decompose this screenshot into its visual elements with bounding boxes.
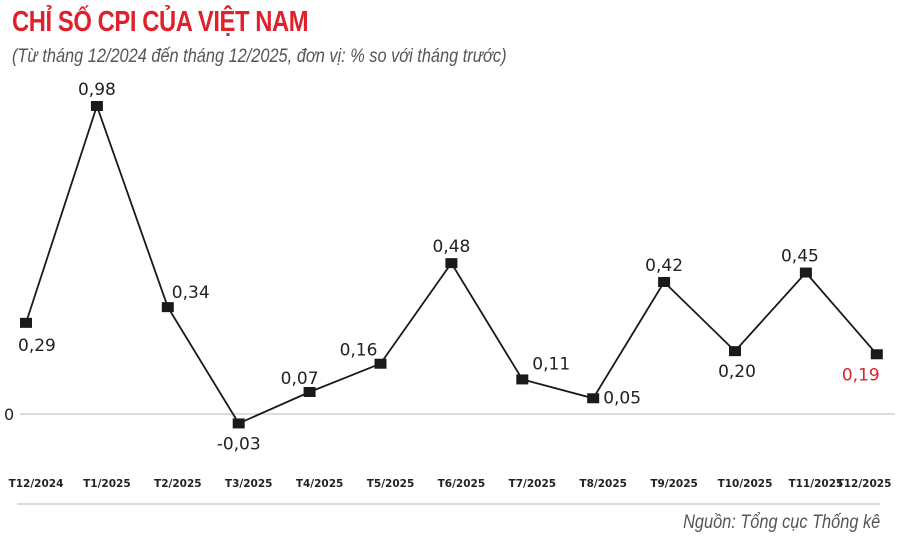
- x-tick-label: T4/2025: [296, 478, 344, 490]
- data-marker: [374, 358, 387, 369]
- x-tick-label: T8/2025: [579, 478, 627, 490]
- source-note: Nguồn: Tổng cục Thống kê: [682, 512, 880, 533]
- chart-subtitle: (Từ tháng 12/2024 đến tháng 12/2025, đơn…: [12, 46, 507, 67]
- x-tick-label: T12/2024: [9, 478, 64, 490]
- x-tick-label: T2/2025: [154, 478, 202, 490]
- data-label: 0,19: [842, 365, 880, 385]
- data-marker: [445, 258, 458, 269]
- data-label: 0,45: [781, 247, 819, 267]
- x-tick-label: T5/2025: [367, 478, 415, 490]
- data-marker: [658, 276, 671, 287]
- data-marker: [303, 386, 316, 397]
- data-label: 0,42: [645, 256, 683, 276]
- zero-label: 0: [4, 405, 14, 424]
- x-tick-label: T10/2025: [718, 478, 773, 490]
- data-markers: [20, 100, 883, 429]
- data-marker: [799, 267, 812, 278]
- data-label: 0,98: [78, 80, 116, 100]
- x-axis-ticks: T12/2024 T1/2025 T2/2025 T3/2025 T4/2025 T5/2…: [9, 478, 892, 490]
- data-marker: [232, 418, 245, 429]
- x-tick-label: T12/2025: [837, 478, 892, 490]
- x-tick-label: T11/2025: [788, 478, 843, 490]
- x-tick-label: T6/2025: [438, 478, 486, 490]
- data-marker: [20, 317, 32, 328]
- data-marker: [161, 302, 174, 313]
- chart-title: CHỈ SỐ CPI CỦA VIỆT NAM: [12, 6, 309, 38]
- data-label: 0,05: [603, 388, 641, 408]
- data-labels: 0,29 0,98 0,34 -0,03 0,07 0,16 0,48 0,11 0,05 0,4…: [18, 80, 880, 454]
- data-label: 0,48: [432, 237, 470, 257]
- data-label: -0,03: [217, 434, 261, 454]
- data-marker: [587, 393, 600, 404]
- data-label: 0,29: [18, 336, 56, 356]
- data-marker: [870, 349, 883, 360]
- data-label: 0,34: [172, 283, 210, 303]
- data-marker: [90, 100, 103, 111]
- data-label: 0,11: [532, 354, 570, 374]
- x-tick-label: T7/2025: [509, 478, 557, 490]
- data-label: 0,20: [718, 362, 756, 382]
- x-tick-label: T3/2025: [225, 478, 273, 490]
- data-label: 0,07: [281, 369, 319, 389]
- data-label: 0,16: [340, 341, 378, 361]
- data-marker: [729, 346, 741, 357]
- data-marker: [516, 374, 529, 385]
- x-tick-label: T1/2025: [83, 478, 131, 490]
- x-tick-label: T9/2025: [650, 478, 698, 490]
